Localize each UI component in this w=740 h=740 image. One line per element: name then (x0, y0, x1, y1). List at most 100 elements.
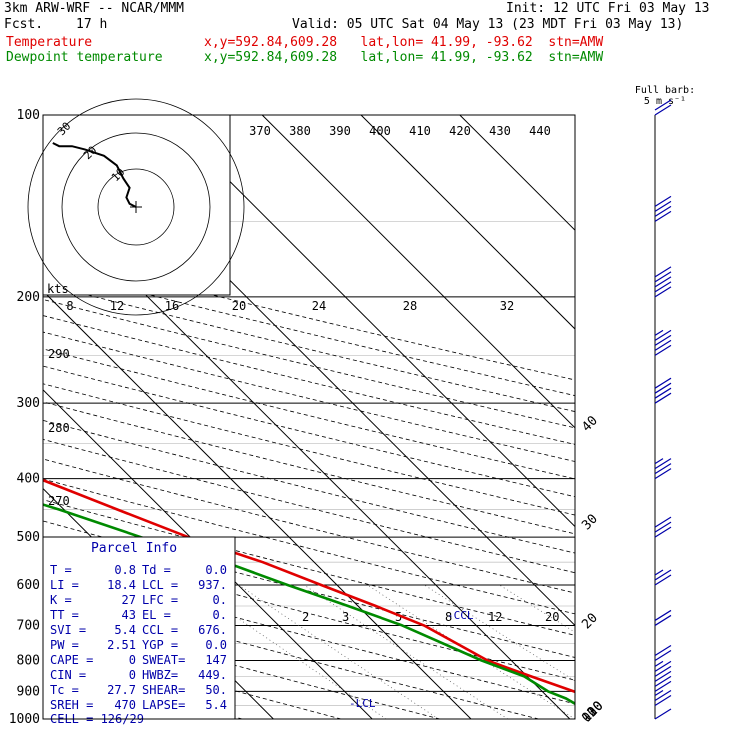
wind-barb (654, 690, 672, 707)
wind-barb-flag (654, 382, 672, 394)
isotherm-line (163, 115, 575, 528)
wind-barb (654, 569, 672, 586)
mixing-ratio-line (499, 584, 575, 633)
wind-barb-flag (654, 526, 672, 538)
parcel-field-value: 0.0 (205, 638, 227, 652)
wind-barb (654, 99, 672, 116)
dry-adiabat-line (43, 565, 575, 705)
wind-barb-flag (654, 99, 672, 111)
isotherm-label: 40 (579, 413, 601, 435)
mixing-ratio-label: 20 (545, 610, 559, 624)
wind-barb-flag (654, 344, 672, 356)
pressure-tick-label: 1000 (9, 712, 40, 727)
mixing-ratio-line (189, 584, 387, 719)
diagram-background-lines (43, 115, 575, 719)
wind-barb-flag (654, 195, 672, 207)
parcel-field-value: 0. (213, 608, 227, 622)
parcel-field-value: 0.8 (114, 563, 136, 577)
wind-barb (654, 329, 672, 356)
theta-label: 430 (489, 124, 511, 138)
parcel-field-label: EL = (142, 608, 171, 622)
wind-barb-flag (654, 392, 672, 404)
dry-adiabat-line (43, 439, 575, 574)
parcel-field-label: SREH = (50, 698, 93, 712)
pressure-tick-label: 100 (17, 108, 40, 123)
isotherm-label: 20 (579, 611, 601, 633)
wind-barb-flag (654, 680, 672, 692)
wind-barb-flag (654, 695, 672, 707)
pressure-tick-label: 800 (17, 653, 40, 668)
hodograph-speed-tick: 8 (66, 299, 73, 313)
wind-barb (654, 195, 672, 222)
parcel-field-value: 0.0 (205, 563, 227, 577)
dewpoint-location: x,y=592.84,609.28 lat,lon= 41.99, -93.62… (204, 50, 604, 65)
hodograph-speed-tick: 16 (165, 299, 179, 313)
parcel-field-label: T = (50, 563, 72, 577)
isotherm-line (360, 115, 575, 330)
mixing-ratio-line (424, 584, 575, 682)
parcel-field-label: LAPSE= (142, 698, 185, 712)
isotherm-line (261, 115, 575, 429)
mixing-ratio-line (303, 584, 508, 719)
isotherm-line (459, 115, 575, 231)
hodograph-speed-tick: 32 (500, 299, 514, 313)
hodograph-ring (97, 168, 175, 246)
pressure-tick-label: 900 (17, 684, 40, 699)
parcel-field-value: 50. (205, 683, 227, 697)
wind-barb-flag (654, 377, 672, 389)
wind-barb-flag (654, 690, 672, 702)
mixing-ratio-label: 3 (342, 610, 349, 624)
parcel-field-value: 43 (122, 608, 136, 622)
parcel-field-label: Td = (142, 563, 171, 577)
mixing-ratio-label: 8 (445, 610, 452, 624)
parcel-field-label: PW = (50, 638, 79, 652)
ccl-label: -CCL (447, 609, 474, 622)
dry-adiabat-line (43, 283, 575, 412)
wind-barb-half-flag (654, 660, 664, 667)
theta-label: 270 (48, 494, 70, 508)
theta-label: 280 (48, 421, 70, 435)
wind-barb-flag (654, 665, 672, 677)
parcel-field-value: 2.51 (107, 638, 136, 652)
dry-adiabat-line (43, 348, 575, 480)
wind-barb (654, 458, 672, 480)
theta-label: 290 (48, 347, 70, 361)
parcel-field-label: HWBZ= (142, 668, 178, 682)
valid-time: Valid: 05 UTC Sat 04 May 13 (23 MDT Fri … (292, 17, 684, 32)
pressure-tick-label: 200 (17, 290, 40, 305)
parcel-field-label: K = (50, 593, 72, 607)
wind-barb-flag (654, 614, 672, 626)
wind-barb (654, 609, 672, 626)
isotherm-line (43, 389, 373, 719)
model-title: 3km ARW-WRF -- NCAR/MMM (4, 1, 185, 16)
wind-barb-column: Full barb:5 m s⁻¹ (635, 85, 695, 720)
wind-barb-flag (654, 210, 672, 222)
hodograph-speed-tick: 12 (110, 299, 124, 313)
theta-label: 420 (449, 124, 471, 138)
wind-barb-flag (654, 266, 672, 278)
parcel-field-value: 18.4 (107, 578, 136, 592)
mixing-ratio-label: 12 (488, 610, 502, 624)
parcel-field-value: 27 (122, 593, 136, 607)
parcel-field-value: 449. (198, 668, 227, 682)
wind-barb-flag (654, 339, 672, 351)
wind-barb-flag (654, 670, 672, 682)
pressure-tick-label: 700 (17, 618, 40, 633)
wind-barb-flag (654, 660, 672, 672)
wind-barb-flag (654, 521, 672, 533)
temperature-trace (43, 478, 575, 694)
wind-barb-flag (654, 644, 672, 656)
mixing-ratio-line (238, 584, 439, 719)
wind-barb-flag (654, 569, 672, 581)
pressure-tick-label: 500 (17, 530, 40, 545)
parcel-field-value: 0 (129, 668, 136, 682)
wind-barb-flag (654, 271, 672, 283)
wind-barb-flag (654, 649, 672, 661)
wind-barb (654, 644, 672, 661)
wind-barb-flag (654, 675, 672, 687)
parcel-info-title: Parcel Info (91, 541, 177, 556)
wind-barb-flag (654, 276, 672, 288)
hodograph-ring (27, 98, 245, 316)
